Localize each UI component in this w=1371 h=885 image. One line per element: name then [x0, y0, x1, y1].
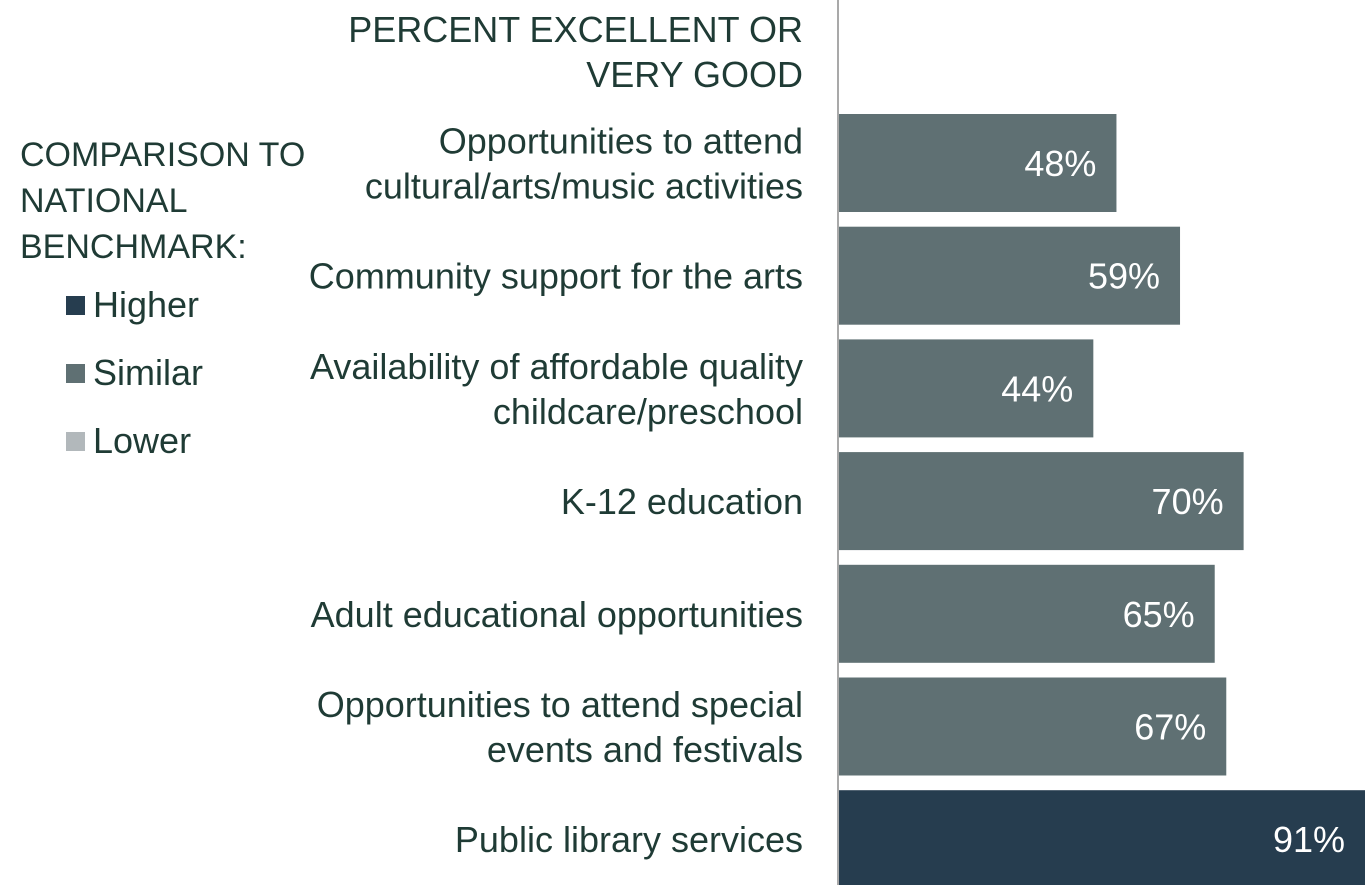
bar-1 [839, 114, 1117, 212]
bar-3 [839, 339, 1094, 438]
bar-4 [839, 452, 1244, 551]
category-label-3: Availability of affordable quality childc… [310, 346, 803, 432]
bar-value-label-6: 67% [1134, 707, 1206, 748]
bar-2 [839, 226, 1181, 325]
bar-value-label-4: 70% [1152, 481, 1224, 522]
chart-title-line-2: VERY GOOD [586, 54, 803, 95]
bars-layer: 48% 59% 44% 70% 65% 67% 91% [839, 114, 1365, 885]
legend-label-lower: Lower [93, 420, 192, 461]
category-label-5: Adult educational opportunities [311, 594, 803, 635]
category-label-1: Opportunities to attend cultural/arts/mus… [365, 121, 803, 207]
category-label-4: K-12 education [561, 481, 803, 522]
legend-swatch-lower [66, 432, 85, 451]
legend-item-lower: Lower [66, 418, 191, 464]
legend-title: COMPARISON TO NATIONAL BENCHMARK: [20, 136, 306, 266]
bar-7 [839, 790, 1365, 885]
category-label-7: Public library services [455, 819, 803, 860]
bar-value-label-7: 91% [1273, 819, 1345, 860]
legend-label-similar: Similar [93, 352, 204, 393]
bar-value-label-5: 65% [1123, 594, 1195, 635]
legend-item-higher: Higher [66, 282, 199, 328]
bar-value-label-1: 48% [1024, 143, 1096, 184]
legend-label-higher: Higher [93, 284, 200, 325]
legend-swatch-similar [66, 364, 85, 383]
chart-title-line-1: PERCENT EXCELLENT OR [348, 9, 803, 50]
category-labels-layer: Opportunities to attend cultural/arts/mus… [309, 121, 803, 861]
bar-5 [839, 564, 1215, 663]
category-label-2: Community support for the arts [309, 256, 803, 297]
bar-value-label-3: 44% [1001, 368, 1073, 409]
legend: COMPARISON TO NATIONAL BENCHMARK: [20, 132, 340, 274]
bar-6 [839, 677, 1227, 776]
legend-swatch-higher [66, 296, 85, 315]
category-label-6: Opportunities to attend special events an… [317, 684, 803, 770]
legend-item-similar: Similar [66, 350, 203, 396]
bar-value-label-2: 59% [1088, 256, 1160, 297]
